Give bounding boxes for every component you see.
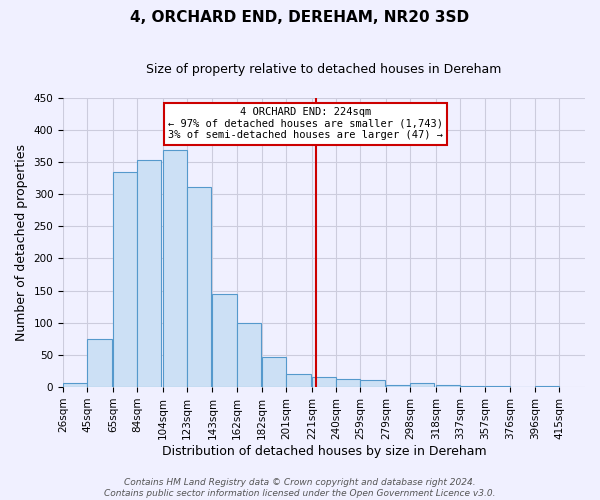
X-axis label: Distribution of detached houses by size in Dereham: Distribution of detached houses by size … — [162, 444, 487, 458]
Bar — [336, 378, 361, 387]
Y-axis label: Number of detached properties: Number of detached properties — [15, 144, 28, 341]
Title: Size of property relative to detached houses in Dereham: Size of property relative to detached ho… — [146, 62, 502, 76]
Bar — [312, 378, 336, 387]
Bar — [535, 386, 559, 387]
Bar — [386, 384, 410, 387]
Bar — [137, 160, 161, 387]
Text: Contains HM Land Registry data © Crown copyright and database right 2024.
Contai: Contains HM Land Registry data © Crown c… — [104, 478, 496, 498]
Text: 4, ORCHARD END, DEREHAM, NR20 3SD: 4, ORCHARD END, DEREHAM, NR20 3SD — [130, 10, 470, 25]
Bar — [410, 383, 434, 387]
Bar — [163, 150, 187, 387]
Bar — [436, 384, 460, 387]
Bar — [485, 386, 510, 387]
Bar — [87, 339, 112, 387]
Bar — [113, 172, 137, 387]
Bar — [187, 187, 211, 387]
Bar — [236, 324, 261, 387]
Bar — [262, 358, 286, 387]
Bar — [63, 382, 87, 387]
Bar — [212, 294, 236, 387]
Text: 4 ORCHARD END: 224sqm
← 97% of detached houses are smaller (1,743)
3% of semi-de: 4 ORCHARD END: 224sqm ← 97% of detached … — [168, 107, 443, 140]
Bar — [361, 380, 385, 387]
Bar — [286, 374, 311, 387]
Bar — [460, 386, 484, 387]
